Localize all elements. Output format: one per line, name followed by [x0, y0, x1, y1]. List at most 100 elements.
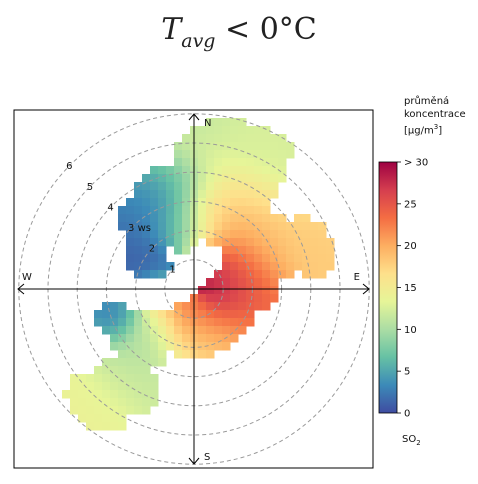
legend-title: průměná koncentrace [µg/m3] — [404, 95, 466, 137]
heatmap-cell — [182, 214, 191, 223]
heatmap-cell — [198, 302, 207, 311]
heatmap-cell — [214, 214, 223, 223]
heatmap-cell — [214, 278, 223, 287]
heatmap-cell — [286, 254, 295, 263]
heatmap-cell — [254, 246, 263, 255]
heatmap-cell — [174, 214, 183, 223]
heatmap-cell — [230, 334, 239, 343]
heatmap-cell — [166, 230, 175, 239]
heatmap-cell — [198, 286, 207, 295]
heatmap-cell — [174, 230, 183, 239]
heatmap-cell — [70, 390, 79, 399]
heatmap-cell — [150, 342, 159, 351]
heatmap-cell — [238, 142, 247, 151]
heatmap-cell — [102, 374, 111, 383]
heatmap-cell — [142, 406, 151, 415]
heatmap-cell — [214, 150, 223, 159]
heatmap-cell — [254, 190, 263, 199]
heatmap-cell — [78, 414, 87, 423]
heatmap-cell — [198, 310, 207, 319]
legend-title-line-3: [µg/m3] — [404, 123, 443, 137]
heatmap-cell — [158, 318, 167, 327]
heatmap-cell — [134, 406, 143, 415]
heatmap-cell — [102, 310, 111, 319]
south-arrow — [188, 457, 200, 465]
heatmap-cell — [174, 342, 183, 351]
heatmap-cell — [134, 206, 143, 215]
heatmap-cell — [214, 198, 223, 207]
heatmap-cell — [158, 230, 167, 239]
heatmap-cell — [142, 366, 151, 375]
heatmap-cell — [214, 270, 223, 279]
heatmap-cell — [182, 342, 191, 351]
heatmap-cell — [118, 406, 127, 415]
heatmap-cell — [214, 166, 223, 175]
heatmap-cell — [206, 182, 215, 191]
heatmap-cell — [158, 310, 167, 319]
heatmap-cell — [126, 262, 135, 271]
heatmap-cell — [158, 342, 167, 351]
heatmap-cell — [214, 334, 223, 343]
heatmap-cell — [86, 414, 95, 423]
heatmap-cell — [86, 390, 95, 399]
heatmap-cell — [230, 262, 239, 271]
heatmap-cell — [182, 318, 191, 327]
heatmap-cell — [150, 174, 159, 183]
heatmap-cell — [102, 390, 111, 399]
heatmap-cell — [214, 238, 223, 247]
heatmap-cell — [198, 230, 207, 239]
heatmap-cell — [238, 270, 247, 279]
heatmap-cell — [214, 118, 223, 127]
heatmap-cell — [174, 206, 183, 215]
heatmap-cell — [102, 358, 111, 367]
heatmap-cell — [262, 134, 271, 143]
heatmap-cell — [150, 358, 159, 367]
heatmap-cell — [110, 414, 119, 423]
heatmap-cell — [182, 206, 191, 215]
heatmap-cell — [134, 318, 143, 327]
heatmap-cell — [310, 246, 319, 255]
heatmap-cell — [262, 166, 271, 175]
heatmap-cell — [230, 294, 239, 303]
heatmap-cell — [214, 126, 223, 135]
heatmap-cell — [246, 214, 255, 223]
heatmap-cell — [294, 246, 303, 255]
heatmap-cell — [118, 358, 127, 367]
heatmap-cell — [262, 190, 271, 199]
heatmap-cell — [158, 206, 167, 215]
heatmap-cell — [110, 310, 119, 319]
heatmap-cell — [86, 374, 95, 383]
heatmap-cell — [230, 166, 239, 175]
heatmap-cell — [246, 158, 255, 167]
heatmap-cell — [278, 222, 287, 231]
heatmap-cell — [206, 342, 215, 351]
heatmap-cell — [238, 278, 247, 287]
heatmap-cell — [222, 262, 231, 271]
heatmap-cell — [150, 254, 159, 263]
heatmap-cell — [206, 150, 215, 159]
heatmap-cell — [278, 246, 287, 255]
heatmap-cell — [230, 150, 239, 159]
heatmap-cell — [142, 310, 151, 319]
heatmap-cell — [238, 190, 247, 199]
heatmap-cell — [126, 350, 135, 359]
heatmap-cell — [206, 134, 215, 143]
heatmap-cell — [134, 326, 143, 335]
heatmap-cell — [126, 222, 135, 231]
heatmap-cell — [238, 206, 247, 215]
heatmap-cell — [222, 302, 231, 311]
heatmap-cell — [294, 238, 303, 247]
heatmap-cell — [270, 246, 279, 255]
heatmap-cell — [238, 214, 247, 223]
heatmap-cell — [166, 262, 175, 271]
heatmap-cell — [270, 278, 279, 287]
heatmap-cell — [166, 190, 175, 199]
east-arrow — [362, 283, 370, 295]
heatmap-cell — [198, 174, 207, 183]
heatmap-cell — [102, 406, 111, 415]
heatmap-cell — [238, 310, 247, 319]
heatmap-cell — [110, 374, 119, 383]
heatmap-cell — [214, 190, 223, 199]
heatmap-cell — [102, 414, 111, 423]
heatmap-cell — [126, 246, 135, 255]
